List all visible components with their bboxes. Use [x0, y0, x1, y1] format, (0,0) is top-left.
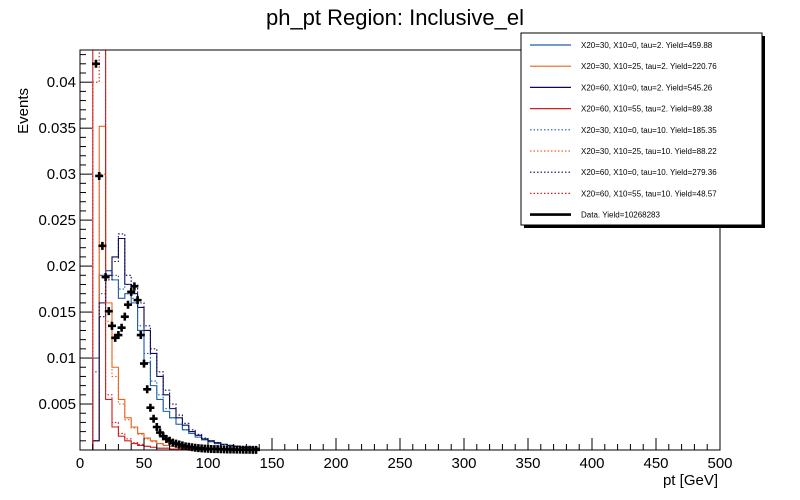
y-tick-label: 0.03 [47, 166, 76, 183]
data-point [101, 273, 110, 282]
x-tick-label: 350 [515, 455, 540, 472]
series-line-5 [92, 173, 260, 451]
y-axis-label: Events [15, 88, 32, 134]
x-tick-label: 400 [579, 455, 604, 472]
legend-box [520, 32, 763, 226]
x-tick-label: 100 [195, 455, 220, 472]
x-tick-label: 500 [707, 455, 732, 472]
legend-label: X20=30, X10=0, tau=2. Yield=459.88 [581, 41, 713, 50]
y-tick-label: 0.02 [47, 258, 76, 275]
data-point [140, 359, 148, 368]
y-tick-label: 0.035 [38, 120, 76, 137]
x-tick-label: 250 [387, 455, 412, 472]
data-point [108, 321, 116, 330]
axes-layer: 0 50 100 150 200 250 300 350 400 450 500 0.005 0.01 0… [38, 49, 733, 472]
chart-title: ph_pt Region: Inclusive_el [266, 5, 524, 30]
y-tick-label: 0.04 [47, 74, 76, 91]
data-point [143, 385, 152, 394]
legend-label: X20=30, X10=25, tau=2. Yield=220.76 [581, 62, 717, 71]
legend-label-data: Data. Yield=10268283 [581, 211, 661, 220]
x-tick-label: 450 [643, 455, 668, 472]
legend-label: X20=30, X10=0, tau=10. Yield=185.35 [581, 126, 717, 135]
data-point [98, 241, 107, 250]
legend-label: X20=60, X10=55, tau=2. Yield=89.38 [581, 105, 713, 114]
x-tick-label: 0 [76, 455, 84, 472]
data-point [152, 423, 161, 432]
y-tick-label: 0.015 [38, 304, 76, 321]
legend-label: X20=30, X10=25, tau=10. Yield=88.22 [581, 147, 717, 156]
y-tick-label: 0.01 [47, 350, 76, 367]
data-point [92, 59, 100, 68]
data-point [130, 282, 139, 291]
data-point [146, 403, 155, 412]
x-tick-label: 50 [136, 455, 153, 472]
data-points-layer [92, 59, 260, 454]
data-point [124, 300, 132, 309]
legend-label: X20=60, X10=0, tau=2. Yield=545.26 [581, 83, 713, 92]
data-point [127, 287, 136, 296]
y-tick-label: 0.025 [38, 212, 76, 229]
data-point [149, 414, 158, 423]
x-tick-label: 150 [259, 455, 284, 472]
data-point [95, 171, 104, 180]
x-axis-label: pt [GeV] [663, 472, 718, 489]
legend: X20=30, X10=0, tau=2. Yield=459.88 X20=30… [520, 32, 765, 228]
data-point [120, 312, 129, 321]
y-tick-label: 0.005 [38, 396, 76, 413]
legend-label: X20=60, X10=55, tau=10. Yield=48.57 [581, 189, 717, 198]
data-point [114, 331, 123, 340]
data-point [117, 323, 126, 332]
data-point [104, 307, 113, 316]
data-point [136, 331, 145, 340]
data-point [133, 296, 142, 305]
series-line-6 [92, 233, 260, 450]
legend-label: X20=60, X10=0, tau=10. Yield=279.36 [581, 168, 717, 177]
x-tick-label: 300 [451, 455, 476, 472]
x-tick-label: 200 [323, 455, 348, 472]
